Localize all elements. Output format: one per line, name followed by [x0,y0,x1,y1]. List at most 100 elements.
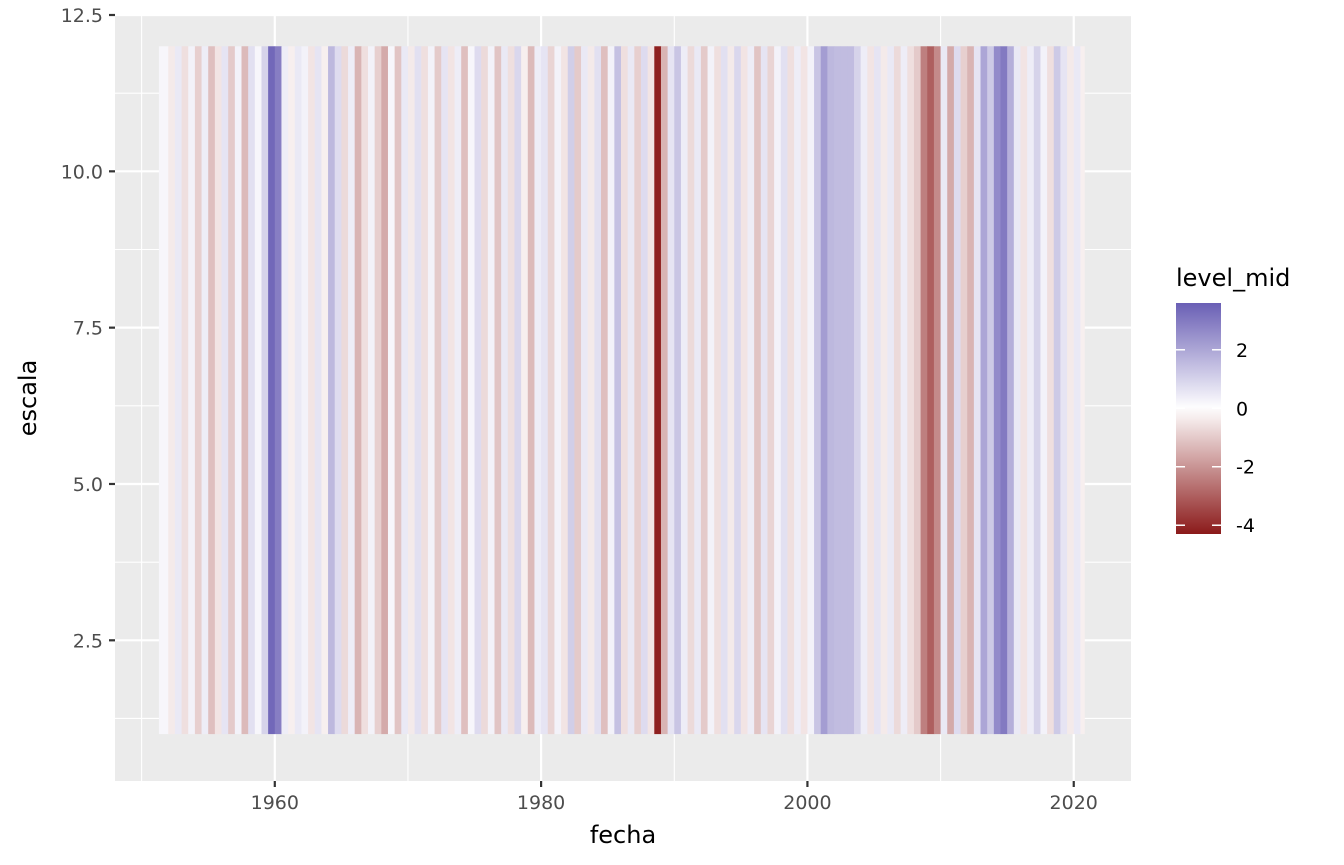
heatmap-band [407,46,416,735]
heatmap-band [1073,46,1081,735]
heatmap-band [201,46,209,735]
heatmap-band [328,46,336,735]
heatmap-band [481,46,489,735]
axes: 1960 1980 2000 2020 2.5 5.0 7.5 10.0 12.5 [61,5,1098,814]
legend-tick-label: 2 [1236,340,1248,362]
heatmap-band [913,46,922,735]
heatmap-band [268,46,276,735]
heatmap-band [694,46,702,735]
heatmap-band [714,46,722,735]
heatmap-band [594,46,602,735]
heatmap-band [228,46,236,735]
heatmap-band [541,46,549,735]
heatmap-band [474,46,482,735]
y-tick-label: 5.0 [73,474,103,496]
heatmap-band [514,46,522,735]
heatmap-band [208,46,216,735]
heatmap-band [1007,46,1015,735]
heatmap-band [294,46,302,735]
heatmap-band [368,46,376,735]
heatmap-band [807,46,815,735]
heatmap-band [401,46,409,735]
heatmap-layer [158,46,1085,735]
heatmap-band [387,46,396,735]
heatmap-band [348,46,356,735]
heatmap-band [321,46,329,735]
heatmap-band [933,46,941,735]
heatmap-band [248,46,256,735]
heatmap-band [640,46,649,735]
heatmap-band [461,46,469,735]
y-tick-label: 10.0 [61,161,103,183]
heatmap-band [241,46,249,735]
heatmap-band [907,46,915,735]
heatmap-band [993,46,1001,735]
x-tick-label: 1980 [517,792,565,814]
heatmap-band [501,46,509,735]
x-tick-label: 1960 [251,792,299,814]
legend-title: level_mid [1176,264,1290,292]
heatmap-band [727,46,735,735]
y-axis-title: escala [14,360,42,437]
heatmap-band [900,46,908,735]
heatmap-band [760,46,768,735]
heatmap-band [414,46,422,735]
heatmap-band [261,46,269,735]
heatmap-band [827,46,835,735]
heatmap-band [800,46,808,735]
heatmap-band [973,46,981,735]
heatmap-band [940,46,948,735]
heatmap-band [880,46,888,735]
x-tick-label: 2020 [1050,792,1098,814]
heatmap-band [1013,46,1021,735]
heatmap-band [441,46,449,735]
heatmap-band [687,46,695,735]
heatmap-band [534,46,542,735]
heatmap-band [194,46,202,735]
heatmap-band [507,46,515,735]
heatmap-band [854,46,862,735]
heatmap-band [421,46,429,735]
heatmap-band [567,46,575,735]
heatmap-band [820,46,828,735]
heatmap-band [581,46,589,735]
heatmap-band [254,46,262,735]
heatmap-band [967,46,975,735]
heatmap-band [667,46,675,735]
heatmap-band [214,46,222,735]
heatmap-band [308,46,316,735]
heatmap-band [288,46,296,735]
heatmap-band [158,46,169,735]
heatmap-band [174,46,182,735]
heatmap-band [487,46,495,735]
heatmap-band [674,46,682,735]
heatmap-band [747,46,755,735]
x-axis-title: fecha [590,821,656,849]
heatmap-band [1060,46,1068,735]
heatmap-band [847,46,855,735]
x-tick-label: 2000 [783,792,831,814]
heatmap-band [874,46,882,735]
heatmap-band [1020,46,1028,735]
heatmap-band [574,46,582,735]
heatmap-band [607,46,615,735]
heatmap-band [787,46,795,735]
heatmap-band [334,46,342,735]
heatmap-band [740,46,748,735]
heatmap-band [754,46,762,735]
y-tick-label: 12.5 [61,5,103,27]
legend-ticks: 2 0 -2 -4 [1176,340,1255,537]
heatmap-band [947,46,955,735]
heatmap-band [1040,46,1048,735]
heatmap-band [381,46,389,735]
heatmap-band [734,46,742,735]
heatmap-band [354,46,362,735]
heatmap-band [521,46,529,735]
heatmap-band [953,46,961,735]
heatmap-band [168,46,176,735]
heatmap-band [188,46,196,735]
heatmap-band [1080,46,1085,735]
heatmap-band [427,46,435,735]
heatmap-band [274,46,282,735]
